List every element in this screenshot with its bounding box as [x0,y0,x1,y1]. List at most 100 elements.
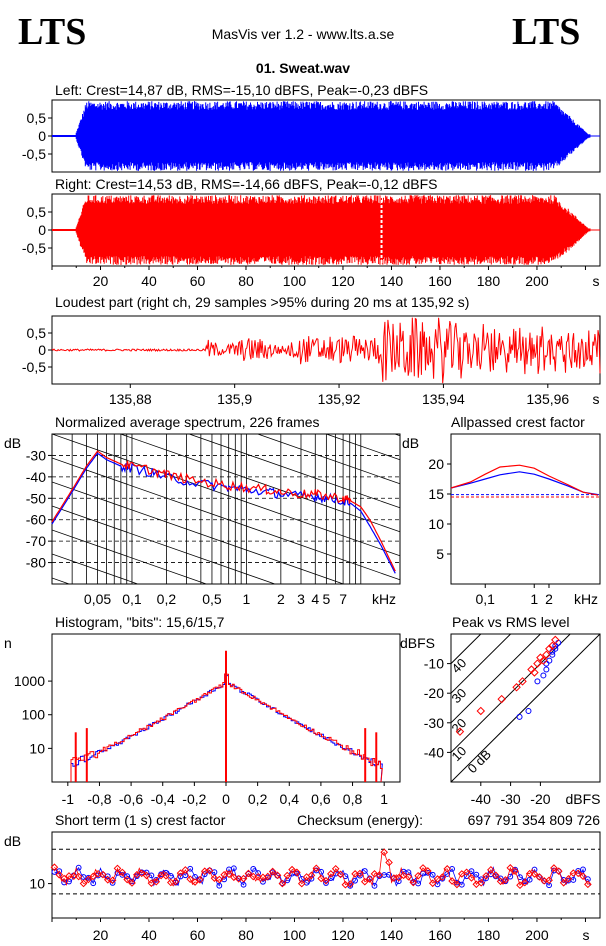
stc-point-right [506,864,515,872]
stc-xtick-label: 20 [93,927,109,943]
stc-point-right [254,872,262,881]
stc-point-right [171,877,180,886]
stc-point-right [215,875,224,884]
stc-point-right [128,879,136,887]
loudest-xtick-label: 135,88 [109,391,152,407]
crest-ytick-label: 5 [436,546,444,562]
pvr-crest-line [451,634,600,782]
left-wave-ytick-label: 0,5 [27,110,47,126]
pvr-crest-label: 40 [449,655,470,676]
pvr-point-left [540,672,547,679]
stc-point-left [255,870,262,876]
stc-point-right [336,870,345,879]
stc-point-right [166,878,175,887]
pvr-point-right [455,727,465,736]
pvr-title: Peak vs RMS level [452,614,569,630]
left-wave-ytick-label: 0 [38,128,46,144]
file-title: 01. Sweat.wav [256,60,350,76]
spectrum-slopes [52,434,400,584]
stc-point-right [259,873,267,882]
histogram-xtick-label: -0,4 [151,791,175,807]
stc-point-right [380,848,389,857]
stc-point-right [467,874,476,882]
stc-point-right [360,877,369,886]
stc-point-left [284,877,291,884]
spectrum-ytick-label: -30 [26,447,46,463]
stc-point-left [201,871,208,878]
stc-point-right [89,872,98,881]
pvr-point-right [530,668,539,677]
stc-point-right [79,879,88,888]
stc-point-left [386,871,392,878]
spectrum-xtick-label: 0,05 [84,591,111,607]
spectrum-slope [52,505,277,584]
crest-title: Allpassed crest factor [451,414,585,430]
stc-point-right [60,874,68,883]
stc-point-right [564,875,573,883]
spectrum-xtick-label: 5 [322,591,330,607]
pvr-point-right [545,644,554,654]
stc-point-right [341,880,350,889]
stc-point-right [511,867,519,875]
stc-xtick-label: 180 [477,927,501,943]
loudest-xtick-label: 135,9 [217,391,252,407]
stc-point-right [327,870,335,878]
stc-point-right [157,871,165,880]
pvr-ytick-label: -20 [424,685,444,701]
stc-point-right [191,878,199,886]
spectrum-slope [52,457,400,581]
pvr-crest-line [451,634,542,724]
loudest-signal [51,317,601,384]
stc-point-left [250,865,257,872]
histogram-ytick-label: 1000 [14,673,45,689]
stc-point-right [196,875,204,884]
stc-point-right [482,872,490,880]
pvr-point-right [533,659,542,668]
stc-point-right [186,875,195,883]
crest-xtick-label: 0,1 [476,591,496,607]
stc-point-right [356,869,364,878]
stc-point-right [351,870,359,878]
stc-point-right [404,872,413,881]
right-wave-ytick-label: -0,5 [22,240,46,256]
stc-point-left [463,873,470,880]
stc-point-right [225,870,233,879]
stc-point-right [142,871,151,880]
spectrum-series-right [51,450,396,572]
crest-ytick-label: 10 [428,516,444,532]
histogram-ytick-label: 100 [22,707,46,723]
pvr-lines [451,634,600,782]
pvr-point-right [512,683,521,692]
stc-point-right [501,876,510,884]
app-title: MasVis ver 1.2 - www.lts.a.se [212,26,395,42]
stc-point-right [293,868,301,877]
loudest-xunit: s [593,391,600,407]
stc-point-right [365,875,374,883]
stc-point-right [521,878,529,887]
right-wave-ytick-label: 0,5 [27,204,47,220]
stc-point-right [550,864,558,872]
stc-xtick-label: 120 [331,927,355,943]
right-xtick-label: 180 [477,273,501,289]
pvr-xlabel: dBFS [565,791,600,807]
stc-xtick-label: 60 [190,927,206,943]
stc-point-right [50,863,59,872]
right-xtick-label: 100 [283,273,307,289]
crest-series-left [450,471,599,496]
stc-point-right [438,873,447,881]
stc-point-right [118,868,127,877]
loudest-ytick-label: 0 [38,342,46,358]
stc-point-right [385,858,393,867]
stc-point-right [516,881,524,890]
stc-point-right [394,873,403,882]
histogram-ylabel: n [4,635,12,651]
spectrum-slope [119,434,400,533]
stc-point-left [298,876,305,882]
stc-point-left [424,869,431,876]
pvr-ylabel: dBFS [400,635,435,651]
checksum-label: Checksum (energy): [297,812,423,828]
stc-point-right [491,871,500,880]
stc-point-right [239,874,248,883]
crest-xtick-label: 2 [545,591,553,607]
